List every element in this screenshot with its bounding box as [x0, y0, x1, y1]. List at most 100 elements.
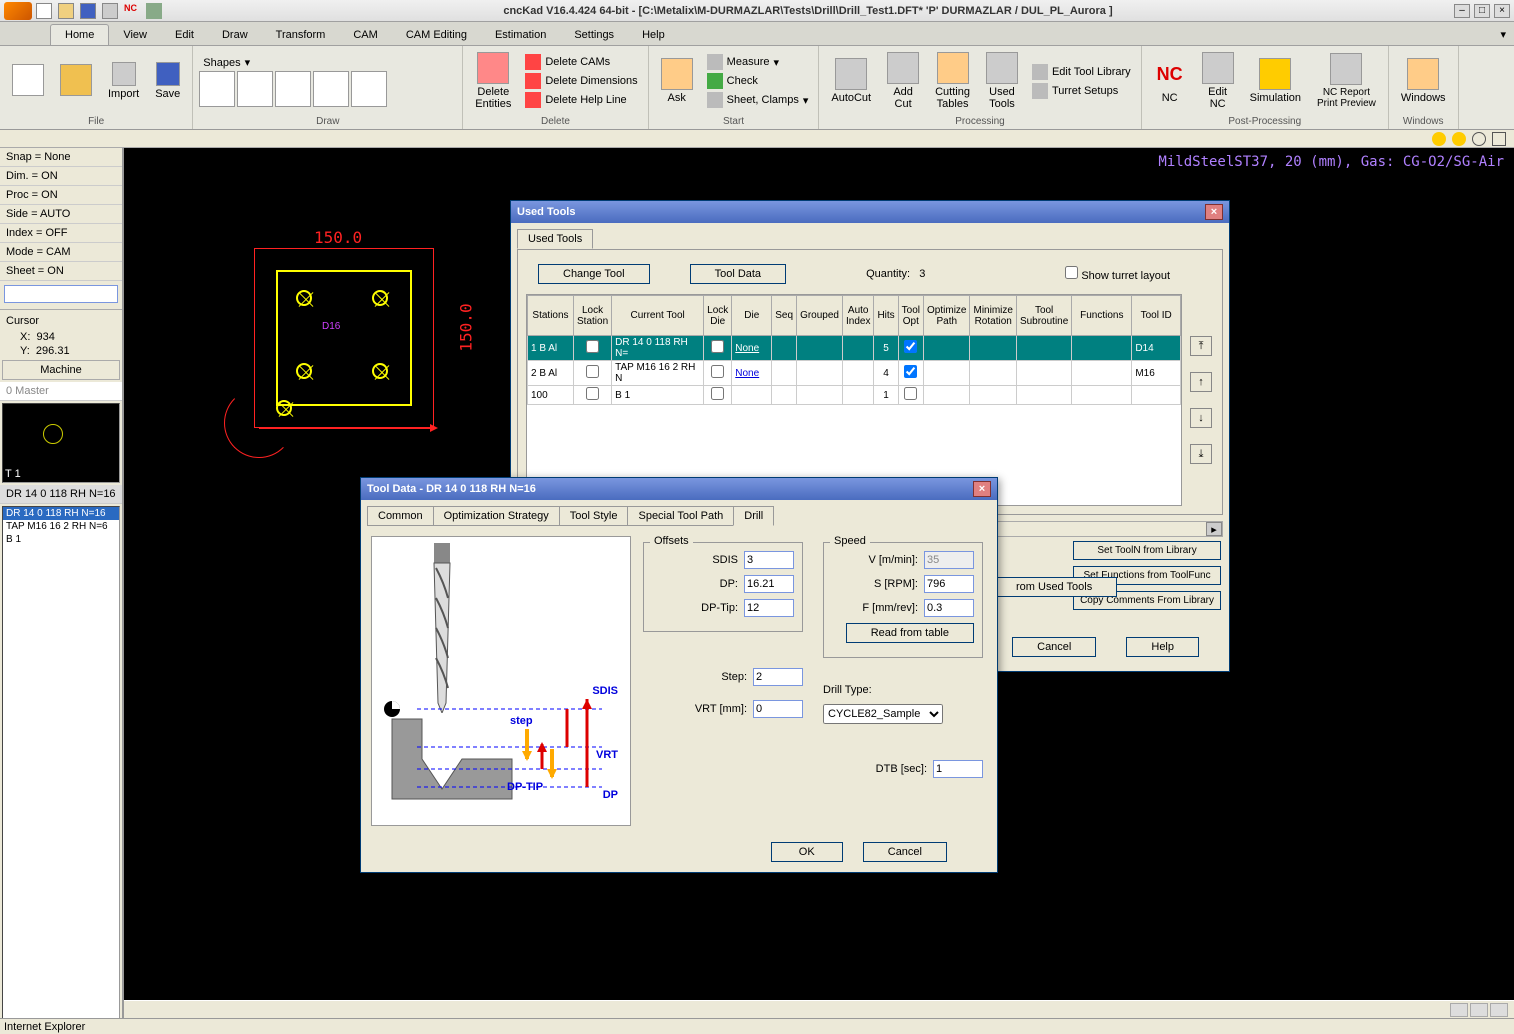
dptip-input[interactable]	[744, 599, 794, 617]
tab-draw[interactable]: Draw	[208, 25, 262, 45]
open-icon[interactable]	[58, 3, 74, 19]
delete-entities-button[interactable]: Delete Entities	[469, 50, 517, 112]
machine-button[interactable]: Machine	[2, 360, 120, 380]
shapes-dropdown[interactable]: Shapes ▾	[199, 55, 387, 70]
close-icon[interactable]: ×	[1205, 204, 1223, 220]
move-up-button[interactable]: ↑	[1190, 372, 1212, 392]
tab-optimization[interactable]: Optimization Strategy	[433, 506, 560, 526]
prop-proc[interactable]: Proc = ON	[0, 186, 122, 205]
drill-type-select[interactable]: CYCLE82_Sample	[823, 704, 943, 724]
delete-helpline-button[interactable]: Delete Help Line	[521, 91, 641, 109]
hline-tool-icon[interactable]	[237, 71, 273, 107]
used-tools-button[interactable]: Used Tools	[980, 50, 1024, 112]
tab-common[interactable]: Common	[367, 506, 434, 526]
autocut-button[interactable]: AutoCut	[825, 56, 877, 106]
master-label[interactable]: 0 Master	[0, 382, 122, 401]
minimize-button[interactable]: –	[1454, 4, 1470, 18]
f-input[interactable]	[924, 599, 974, 617]
taskbar-item[interactable]: Internet Explorer	[4, 1021, 85, 1033]
tab-drill[interactable]: Drill	[733, 506, 774, 526]
tab-tool-style[interactable]: Tool Style	[559, 506, 629, 526]
sidebar-input[interactable]	[4, 285, 118, 303]
edit-tool-library-button[interactable]: Edit Tool Library	[1028, 63, 1135, 81]
tab-transform[interactable]: Transform	[262, 25, 340, 45]
ribbon-collapse-icon[interactable]: ▾	[1492, 24, 1514, 45]
prop-snap[interactable]: Snap = None	[0, 148, 122, 167]
close-button[interactable]: ×	[1494, 4, 1510, 18]
cutting-tables-button[interactable]: Cutting Tables	[929, 50, 976, 112]
close-icon[interactable]: ×	[973, 481, 991, 497]
save-button[interactable]: Save	[149, 60, 186, 102]
print-icon[interactable]	[102, 3, 118, 19]
tab-estimation[interactable]: Estimation	[481, 25, 560, 45]
tab-edit[interactable]: Edit	[161, 25, 208, 45]
tab-settings[interactable]: Settings	[560, 25, 628, 45]
line-tool-icon[interactable]	[199, 71, 235, 107]
turret-setups-button[interactable]: Turret Setups	[1028, 82, 1135, 100]
sdis-input[interactable]	[744, 551, 794, 569]
table-row[interactable]: 100B 11	[528, 386, 1181, 405]
read-table-button[interactable]: Read from table	[846, 623, 974, 643]
prop-dim[interactable]: Dim. = ON	[0, 167, 122, 186]
vrt-input[interactable]	[753, 700, 803, 718]
cancel-button[interactable]: Cancel	[863, 842, 947, 862]
tab-cam[interactable]: CAM	[339, 25, 391, 45]
import-button[interactable]: Import	[102, 60, 145, 102]
tool-data-button[interactable]: Tool Data	[690, 264, 786, 284]
status-icon[interactable]	[1490, 1003, 1508, 1017]
dim-tool-icon[interactable]	[351, 71, 387, 107]
list-item[interactable]: DR 14 0 118 RH N=16	[3, 507, 119, 520]
show-turret-checkbox[interactable]	[1065, 266, 1078, 279]
tab-special-path[interactable]: Special Tool Path	[627, 506, 734, 526]
new-file-button[interactable]	[6, 62, 50, 100]
arc-tool-icon[interactable]	[275, 71, 311, 107]
from-used-tools-button[interactable]: rom Used Tools	[991, 577, 1117, 597]
tab-help[interactable]: Help	[628, 25, 679, 45]
nc-button[interactable]: NCNC	[1148, 56, 1192, 106]
edit-nc-button[interactable]: Edit NC	[1196, 50, 1240, 112]
tab-cam-editing[interactable]: CAM Editing	[392, 25, 481, 45]
set-tooln-button[interactable]: Set ToolN from Library	[1073, 541, 1221, 560]
ask-button[interactable]: Ask	[655, 56, 699, 106]
change-tool-button[interactable]: Change Tool	[538, 264, 650, 284]
prop-sheet[interactable]: Sheet = ON	[0, 262, 122, 281]
delete-cams-button[interactable]: Delete CAMs	[521, 53, 641, 71]
tab-home[interactable]: Home	[50, 24, 109, 45]
save-icon[interactable]	[80, 3, 96, 19]
tab-view[interactable]: View	[109, 25, 161, 45]
prop-mode[interactable]: Mode = CAM	[0, 243, 122, 262]
tool-icon[interactable]	[146, 3, 162, 19]
open-folder-button[interactable]	[54, 62, 98, 100]
dp-input[interactable]	[744, 575, 794, 593]
check-button[interactable]: Check	[703, 72, 813, 90]
smiley-happy-icon[interactable]	[1452, 132, 1466, 146]
list-item[interactable]: TAP M16 16 2 RH N=6	[3, 520, 119, 533]
s-input[interactable]	[924, 575, 974, 593]
smiley-sad-icon[interactable]	[1432, 132, 1446, 146]
list-item[interactable]: B 1	[3, 533, 119, 546]
circle-icon[interactable]	[1472, 132, 1486, 146]
prop-side[interactable]: Side = AUTO	[0, 205, 122, 224]
simulation-button[interactable]: Simulation	[1244, 56, 1307, 106]
help-button[interactable]: Help	[1126, 637, 1199, 657]
dtb-input[interactable]	[933, 760, 983, 778]
ok-button[interactable]: OK	[771, 842, 843, 862]
nc-report-button[interactable]: NC Report Print Preview	[1311, 51, 1382, 111]
delete-dimensions-button[interactable]: Delete Dimensions	[521, 72, 641, 90]
new-icon[interactable]	[36, 3, 52, 19]
status-icon[interactable]	[1450, 1003, 1468, 1017]
status-icon[interactable]	[1470, 1003, 1488, 1017]
step-input[interactable]	[753, 668, 803, 686]
move-down-button[interactable]: ↓	[1190, 408, 1212, 428]
tab-used-tools[interactable]: Used Tools	[517, 229, 593, 249]
prop-index[interactable]: Index = OFF	[0, 224, 122, 243]
move-top-button[interactable]: ⤒	[1190, 336, 1212, 356]
tool-list[interactable]: DR 14 0 118 RH N=16 TAP M16 16 2 RH N=6 …	[2, 506, 120, 1030]
sheet-clamps-button[interactable]: Sheet, Clamps ▾	[703, 91, 813, 109]
square-icon[interactable]	[1492, 132, 1506, 146]
cancel-button[interactable]: Cancel	[1012, 637, 1096, 657]
table-row[interactable]: 2 B AlTAP M16 16 2 RH NNone4M16	[528, 361, 1181, 386]
nc-icon[interactable]: NC	[124, 3, 140, 19]
maximize-button[interactable]: □	[1474, 4, 1490, 18]
addcut-button[interactable]: Add Cut	[881, 50, 925, 112]
